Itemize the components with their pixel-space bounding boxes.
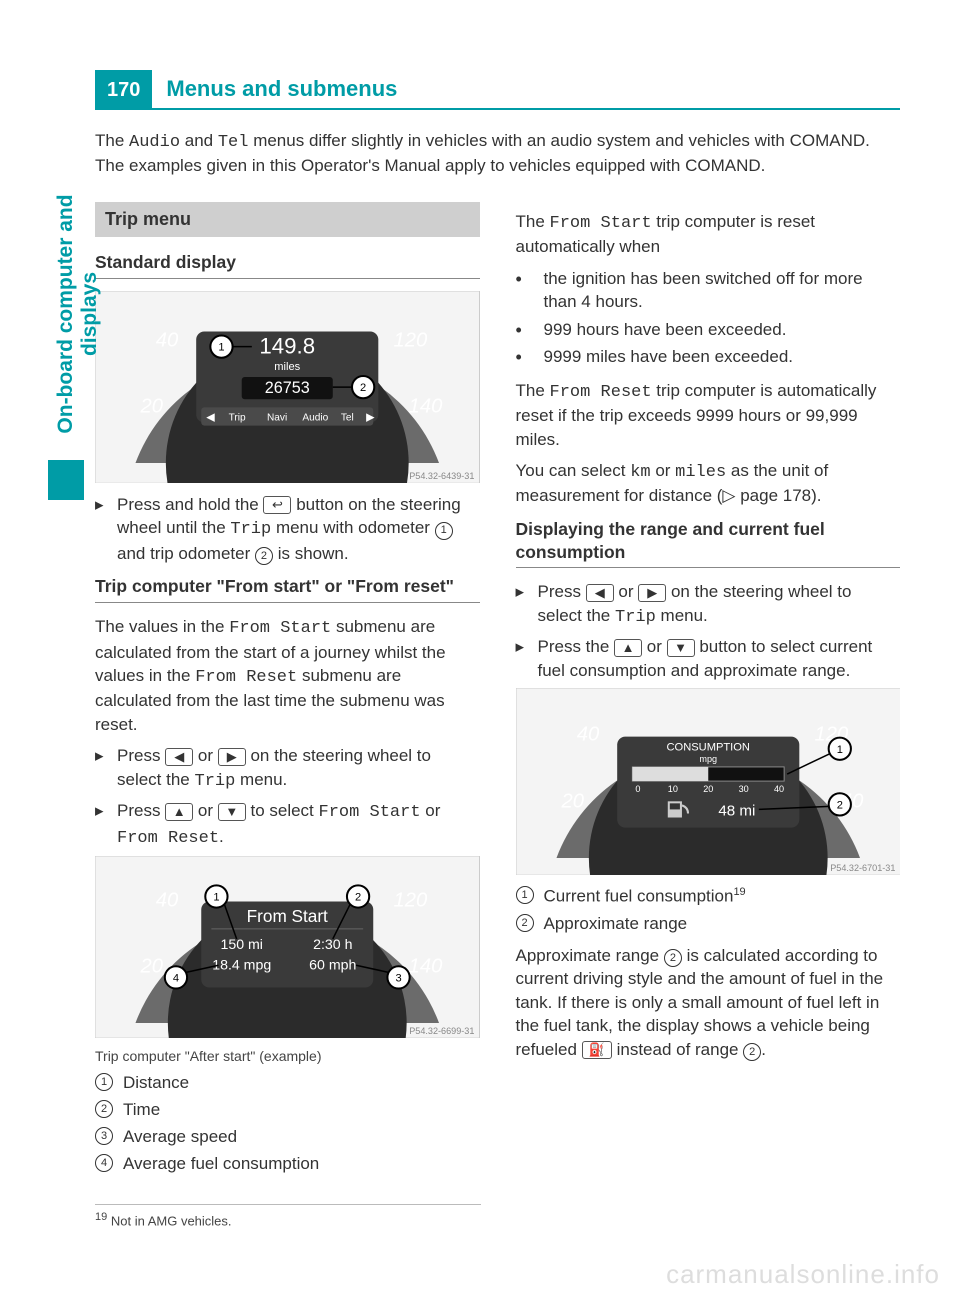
down-key-icon: ▼ [667,639,695,657]
legend-approx-range: 2Approximate range [516,913,901,936]
legend-speed: 3Average speed [95,1126,480,1149]
svg-text:1: 1 [218,341,224,353]
svg-text:▶: ▶ [366,411,375,423]
up-key-icon: ▲ [614,639,642,657]
svg-text:26753: 26753 [265,379,310,397]
legend-time: 2Time [95,1099,480,1122]
left-key-icon: ◀ [586,584,614,602]
back-key-icon: ↩ [263,496,291,514]
svg-text:Navi: Navi [267,412,287,423]
legend-distance: 1Distance [95,1072,480,1095]
header-title: Menus and submenus [152,70,900,110]
svg-text:20: 20 [140,395,164,417]
legend-fuel: 4Average fuel consumption [95,1153,480,1176]
svg-text:48 mi: 48 mi [718,803,755,820]
para-from-reset: The From Reset trip computer is automati… [516,379,901,451]
list-item: 999 hours have been exceeded. [544,318,787,341]
svg-text:Trip: Trip [229,412,246,423]
svg-text:P54.32-6701-31: P54.32-6701-31 [830,863,895,873]
svg-text:40: 40 [774,784,784,794]
svg-text:120: 120 [393,890,427,912]
svg-text:2: 2 [360,382,366,394]
reset-conditions-list: •the ignition has been switched off for … [516,267,901,369]
svg-text:10: 10 [667,784,677,794]
step-press-hold: ▸ Press and hold the ↩ button on the ste… [95,493,480,566]
down-key-icon: ▼ [218,803,246,821]
step-r-select-consumption: ▸ Press the ▲ or ▼ button to select curr… [516,635,901,682]
svg-text:2: 2 [355,892,361,904]
left-column: Trip menu Standard display 40 120 20 140… [95,202,480,1180]
svg-text:4: 4 [173,973,179,985]
svg-text:miles: miles [274,361,300,373]
svg-text:◀: ◀ [206,411,215,423]
svg-text:20: 20 [560,791,584,813]
svg-text:40: 40 [156,890,179,912]
subheading-standard-display: Standard display [95,251,480,279]
side-tab: On-board computer and displays [48,130,84,500]
svg-text:30: 30 [738,784,748,794]
svg-text:60 mph: 60 mph [309,958,356,974]
svg-text:18.4 mpg: 18.4 mpg [212,958,271,974]
right-key-icon: ▶ [218,748,246,766]
svg-text:150 mi: 150 mi [220,937,263,953]
para-reset-intro: The From Start trip computer is reset au… [516,210,901,259]
figure-from-start: 40 120 20 140 From Start 150 mi 2:30 h 1… [95,856,480,1038]
svg-text:40: 40 [576,724,599,746]
subheading-range-consumption: Displaying the range and current fuel co… [516,518,901,569]
svg-text:140: 140 [409,395,443,417]
side-block [48,460,84,500]
svg-text:0: 0 [635,784,640,794]
svg-text:2: 2 [836,800,842,812]
legend-current-consumption: 1Current fuel consumption19 [516,885,901,909]
figure-standard-display: 40 120 20 140 149.8 miles 26753 ◀ Trip N… [95,291,480,483]
svg-text:Tel: Tel [341,412,354,423]
para-approx-range: Approximate range 2 is calculated accord… [516,944,901,1062]
step-select-trip: ▸ Press ◀ or ▶ on the steering wheel to … [95,744,480,793]
page-number: 170 [95,70,152,110]
para-units: You can select km or miles as the unit o… [516,459,901,508]
page-header: 170 Menus and submenus [95,70,900,110]
svg-text:2:30 h: 2:30 h [313,937,352,953]
svg-text:1: 1 [836,744,842,756]
para-from-start-desc: The values in the From Start submenu are… [95,615,480,736]
svg-text:40: 40 [156,329,179,351]
svg-text:Audio: Audio [302,412,328,423]
svg-text:1: 1 [213,892,219,904]
svg-text:From Start: From Start [247,906,328,926]
svg-text:20: 20 [140,956,164,978]
svg-text:120: 120 [393,329,427,351]
up-key-icon: ▲ [165,803,193,821]
footnote: 19 Not in AMG vehicles. [95,1204,481,1228]
right-column: The From Start trip computer is reset au… [516,202,901,1180]
list-item: 9999 miles have been exceeded. [544,345,794,368]
side-label: On-board computer and displays [54,154,102,474]
svg-text:3: 3 [395,973,401,985]
step-r-select-trip: ▸ Press ◀ or ▶ on the steering wheel to … [516,580,901,629]
left-key-icon: ◀ [165,748,193,766]
svg-text:P54.32-6699-31: P54.32-6699-31 [409,1026,474,1036]
caption-after-start: Trip computer "After start" (example) [95,1048,480,1064]
step-select-from: ▸ Press ▲ or ▼ to select From Start or F… [95,799,480,850]
subheading-trip-computer: Trip computer "From start" or "From rese… [95,575,480,603]
svg-text:P54.32-6439-31: P54.32-6439-31 [409,471,474,481]
intro-paragraph: The Audio and Tel menus differ slightly … [95,130,900,178]
right-key-icon: ▶ [638,584,666,602]
svg-text:CONSUMPTION: CONSUMPTION [666,742,749,754]
svg-text:20: 20 [703,784,713,794]
section-trip-menu: Trip menu [95,202,480,237]
figure-consumption: 40 120 20 140 CONSUMPTION mpg 0 10 20 30… [516,688,901,875]
svg-text:mpg: mpg [699,754,717,764]
list-item: the ignition has been switched off for m… [544,267,901,314]
svg-text:140: 140 [409,956,443,978]
refuel-icon: ⛽ [582,1041,612,1059]
svg-text:149.8: 149.8 [259,333,315,358]
